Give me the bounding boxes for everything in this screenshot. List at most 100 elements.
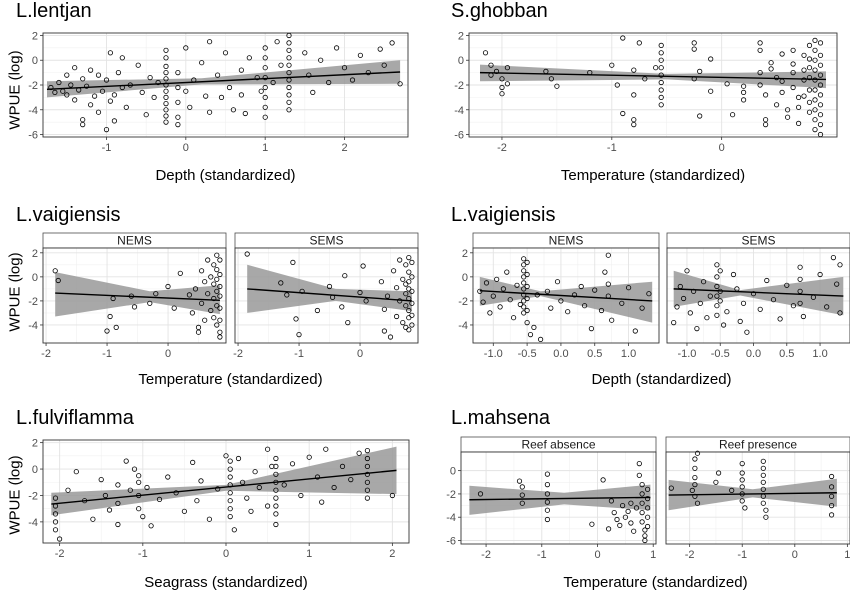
- data-point: [381, 306, 387, 312]
- facet-strip-label: NEMS: [549, 234, 584, 248]
- data-point: [687, 310, 693, 316]
- data-point: [714, 283, 720, 290]
- data-point: [724, 81, 730, 87]
- data-point: [558, 298, 564, 304]
- data-point: [770, 297, 777, 303]
- data-point: [817, 271, 823, 278]
- data-point: [692, 456, 698, 462]
- data-point: [80, 117, 86, 123]
- data-point: [521, 310, 527, 316]
- chart-5: L.fulviflamma WPUE (log) Seagrass (standar…: [6, 407, 410, 591]
- data-point: [777, 316, 783, 322]
- x-tick-label: -2: [481, 549, 491, 561]
- panel-border: [460, 451, 657, 545]
- data-point: [524, 259, 530, 265]
- data-point: [740, 300, 747, 306]
- y-tick-label: -2: [458, 296, 468, 308]
- data-point: [689, 487, 695, 493]
- y-tick-label: -4: [28, 517, 38, 529]
- points: [671, 255, 843, 335]
- data-point: [760, 472, 766, 478]
- data-point: [406, 269, 412, 275]
- data-point: [286, 84, 292, 91]
- x-tick-label: 2: [389, 548, 395, 560]
- data-point: [387, 334, 394, 340]
- data-point: [293, 316, 299, 322]
- x-tick-label: 2: [341, 142, 347, 154]
- data-point: [95, 72, 102, 78]
- panel-border: [665, 451, 850, 545]
- data-point: [837, 262, 843, 268]
- data-point: [217, 329, 223, 335]
- data-point: [717, 298, 723, 304]
- y-tick-label: -2: [28, 490, 38, 502]
- data-point: [151, 94, 157, 101]
- data-point: [187, 104, 193, 110]
- x-tick-label: 0: [183, 142, 189, 154]
- data-point: [477, 491, 484, 497]
- data-point: [548, 76, 555, 82]
- y-tick-label: -4: [458, 320, 468, 332]
- data-point: [286, 92, 292, 98]
- panel-1: NEMS -1.0 -0.5 0.0 0.5 1.0 -4 -2 0 2: [458, 232, 660, 360]
- y-tick-label: -4: [28, 105, 38, 117]
- data-point: [377, 46, 383, 52]
- data-point: [199, 60, 205, 66]
- confidence-band: [469, 484, 651, 515]
- data-point: [760, 465, 766, 471]
- data-point: [409, 312, 415, 318]
- data-point: [605, 526, 612, 532]
- data-point: [609, 62, 615, 68]
- data-point: [589, 521, 595, 527]
- data-point: [147, 300, 153, 306]
- data-point: [136, 506, 142, 512]
- data-point: [614, 82, 620, 88]
- data-point: [828, 473, 835, 480]
- data-point: [364, 495, 370, 501]
- data-point: [760, 479, 766, 485]
- data-point: [227, 490, 233, 496]
- data-point: [208, 307, 214, 314]
- data-point: [806, 56, 813, 62]
- confidence-band: [55, 272, 220, 317]
- data-point: [208, 274, 214, 280]
- data-point: [636, 40, 642, 46]
- data-point: [186, 292, 192, 298]
- data-point: [744, 329, 750, 335]
- data-point: [806, 42, 813, 49]
- data-point: [194, 498, 200, 504]
- data-point: [504, 81, 510, 87]
- data-point: [406, 307, 412, 314]
- data-point: [715, 470, 722, 476]
- data-point: [273, 463, 279, 469]
- data-point: [817, 122, 824, 128]
- data-point: [163, 113, 169, 119]
- data-point: [258, 88, 264, 94]
- panel-2: SEMS -1.0 -0.5 0.0 0.5 1.0: [666, 232, 850, 360]
- data-point: [381, 62, 387, 68]
- data-point: [363, 298, 369, 304]
- data-point: [619, 300, 625, 306]
- data-point: [628, 520, 634, 526]
- data-point: [636, 472, 642, 478]
- chart-4: L.vaigiensis Depth (standardized) NEMS -1.0…: [451, 204, 850, 388]
- facet-strip-label: SEMS: [741, 234, 775, 248]
- data-point: [298, 492, 304, 499]
- data-point: [135, 62, 141, 68]
- data-point: [115, 70, 122, 76]
- data-point: [544, 499, 551, 505]
- data-point: [163, 76, 169, 82]
- data-point: [700, 279, 707, 285]
- data-point: [636, 460, 642, 467]
- data-point: [144, 484, 150, 491]
- panel-1: -2 -1 0 1 2 -4 -2 0 2: [28, 438, 410, 560]
- data-point: [602, 269, 608, 275]
- data-point: [223, 453, 229, 459]
- panel-1: Reef absence -2 -1 0 1 -6 -4 -2 0: [446, 436, 657, 561]
- data-point: [692, 465, 698, 471]
- chart-title: L.fulviflamma: [16, 407, 135, 429]
- data-point: [531, 324, 537, 330]
- data-point: [714, 312, 720, 318]
- data-point: [519, 500, 525, 506]
- fit-line: [469, 496, 651, 501]
